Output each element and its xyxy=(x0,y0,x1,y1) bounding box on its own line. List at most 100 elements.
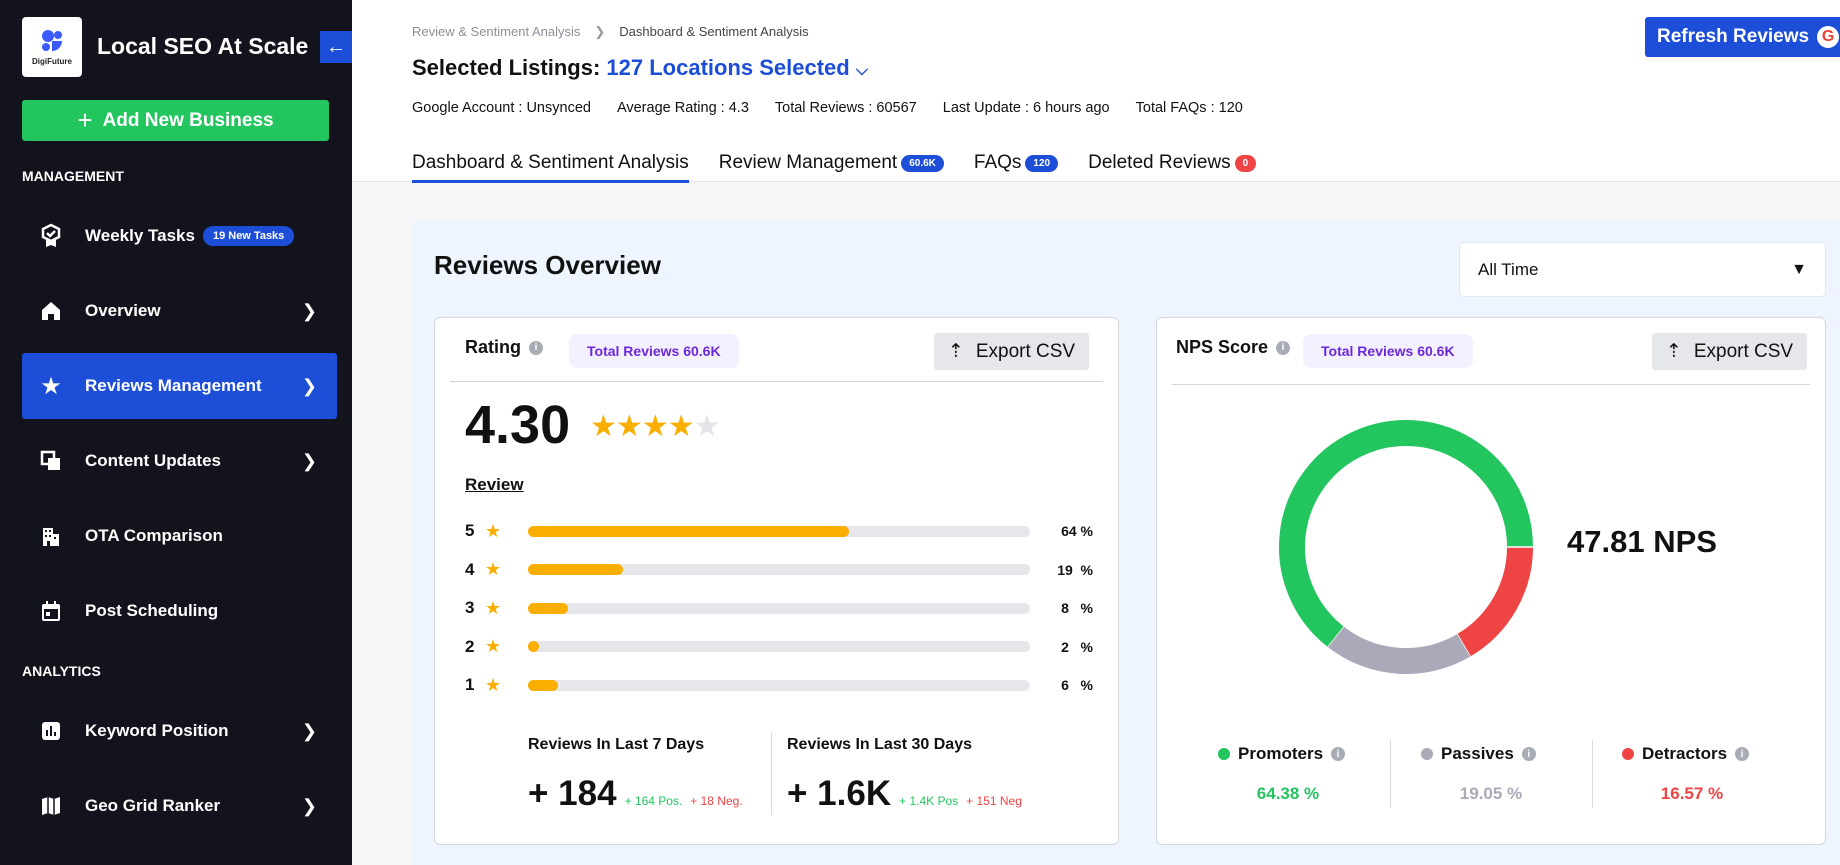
count-badge: 0 xyxy=(1234,154,1257,172)
review-link[interactable]: Review xyxy=(465,475,524,494)
star-icon: ★ xyxy=(485,674,502,695)
rating-bar-track xyxy=(528,679,1030,691)
sidebar-item-label: Keyword Position xyxy=(85,721,229,740)
tabs: Dashboard & Sentiment Analysis Review Ma… xyxy=(412,146,1257,183)
tab-label: Deleted Reviews xyxy=(1088,152,1231,173)
app-title: Local SEO At Scale xyxy=(97,33,309,59)
header xyxy=(352,0,1840,182)
sidebar-item-overview[interactable]: Overview ❯ xyxy=(22,278,337,344)
sidebar-item-label: Post Scheduling xyxy=(85,601,219,620)
export-csv-button[interactable]: ⇡ Export CSV xyxy=(1652,333,1807,370)
star-count: 1 xyxy=(465,675,475,694)
rating-bar-track xyxy=(528,641,1030,652)
total-faqs: Total FAQs : 120 xyxy=(1135,100,1243,116)
nps-donut-chart xyxy=(1279,420,1533,674)
export-csv-button[interactable]: ⇡ Export CSV xyxy=(934,333,1089,370)
chevron-right-icon: ❯ xyxy=(301,300,317,321)
period-select[interactable]: All Time ▼ xyxy=(1459,242,1826,297)
star-icon: ★ xyxy=(590,410,617,443)
last7-negative: + 18 Neg. xyxy=(690,794,743,808)
donut-segment-promoters[interactable] xyxy=(1279,420,1533,647)
rating-bar-fill xyxy=(528,641,539,652)
chevron-right-icon: ❯ xyxy=(594,24,606,39)
rating-row-5: 5 ★ 64 % xyxy=(465,519,1095,543)
legend-value: 19.05 % xyxy=(1459,784,1523,803)
total-reviews: Total Reviews : 60567 xyxy=(774,100,917,116)
locations-selector[interactable]: 127 Locations Selected ⌵ xyxy=(606,55,868,80)
nps-score: 47.81 NPS xyxy=(1567,524,1717,559)
nps-card xyxy=(1156,317,1826,845)
sidebar-item-content-updates[interactable]: Content Updates ❯ xyxy=(22,428,337,494)
section-analytics: ANALYTICS xyxy=(22,663,101,679)
rating-percent: 6 % xyxy=(1061,677,1093,693)
sidebar-item-weekly-tasks[interactable]: Weekly Tasks 19 New Tasks xyxy=(22,203,337,269)
legend-dot xyxy=(1421,748,1433,760)
legend-value: 64.38 % xyxy=(1256,784,1320,803)
info-icon[interactable]: i xyxy=(1331,747,1346,761)
rating-bar-fill xyxy=(528,602,569,614)
add-button-label: Add New Business xyxy=(102,109,274,131)
last7-positive: + 164 Pos. xyxy=(624,794,683,808)
rating-percent: 64 % xyxy=(1061,523,1093,539)
legend-passives: Passives i xyxy=(1421,744,1536,764)
section-management: MANAGEMENT xyxy=(22,168,124,184)
export-label: Export CSV xyxy=(1693,340,1794,362)
last7-stats: + 184 + 164 Pos. + 18 Neg. xyxy=(528,774,743,814)
sidebar-item-reviews-management[interactable]: ★ Reviews Management ❯ xyxy=(22,353,337,419)
info-icon[interactable]: i xyxy=(529,340,543,355)
collapse-sidebar-button[interactable]: ← xyxy=(320,31,352,63)
star-icon: ★ xyxy=(485,520,502,541)
section-title: Reviews Overview xyxy=(434,250,661,280)
refresh-reviews-button[interactable]: Refresh Reviews G xyxy=(1645,17,1840,57)
rating-row-4: 4 ★ 19 % xyxy=(465,558,1095,582)
info-icon[interactable]: i xyxy=(1276,340,1291,355)
last30-positive: + 1.4K Pos xyxy=(899,794,959,808)
listings-label: Selected Listings: xyxy=(412,55,601,80)
last7-title: Reviews In Last 7 Days xyxy=(528,736,705,753)
sidebar-item-geo-grid-ranker[interactable]: Geo Grid Ranker ❯ xyxy=(22,773,337,839)
sidebar-item-ota-comparison[interactable]: OTA Comparison xyxy=(22,503,337,569)
rating-bar-fill xyxy=(528,564,624,575)
sidebar-item-keyword-position[interactable]: Keyword Position ❯ xyxy=(22,698,337,764)
logo[interactable]: DigiFuture xyxy=(22,17,82,77)
rating-stars: ★★★★★ xyxy=(590,409,721,444)
donut-segment-passives[interactable] xyxy=(1327,626,1471,674)
nps-title: NPS Score i xyxy=(1176,337,1291,358)
legend-label: Promoters xyxy=(1238,744,1324,763)
sidebar-item-label: Geo Grid Ranker xyxy=(85,796,221,815)
legend-value: 16.57 % xyxy=(1660,784,1724,803)
divider xyxy=(1390,740,1391,808)
total-reviews-badge: Total Reviews 60.6K xyxy=(569,334,739,368)
sidebar-item-post-scheduling[interactable]: Post Scheduling xyxy=(22,578,337,644)
calendar-icon xyxy=(37,597,65,625)
account-info: Google Account : Unsynced Average Rating… xyxy=(412,100,1243,116)
sidebar-item-label: Weekly Tasks xyxy=(85,226,195,245)
rating-percent: 19 % xyxy=(1057,561,1093,578)
divider xyxy=(450,381,1103,382)
listings-value[interactable]: 127 Locations Selected xyxy=(606,55,850,80)
tab-review-management[interactable]: Review Management 60.6K xyxy=(719,146,944,180)
tab-label: Dashboard & Sentiment Analysis xyxy=(412,152,689,173)
info-icon[interactable]: i xyxy=(1735,747,1750,761)
star-icon: ★ xyxy=(693,410,721,443)
rating-row-3: 3 ★ 8 % xyxy=(465,596,1095,620)
breadcrumb-parent[interactable]: Review & Sentiment Analysis xyxy=(412,24,581,39)
add-new-business-button[interactable]: + Add New Business xyxy=(22,100,329,141)
chevron-down-icon[interactable]: ⌵ xyxy=(855,62,868,79)
donut-segment-detractors[interactable] xyxy=(1456,546,1533,657)
sidebar-item-label: Reviews Management xyxy=(85,376,262,395)
rating-percent: 8 % xyxy=(1061,600,1093,616)
star-icon: ★ xyxy=(667,410,695,443)
info-icon[interactable]: i xyxy=(1521,747,1536,761)
bar-chart-icon xyxy=(37,717,65,745)
tab-label: FAQs xyxy=(973,152,1022,173)
tab-faqs[interactable]: FAQs 120 xyxy=(973,146,1059,180)
average-rating: Average Rating : 4.3 xyxy=(616,100,749,116)
rating-bar-track xyxy=(528,564,1030,575)
selected-listings: Selected Listings: 127 Locations Selecte… xyxy=(412,55,868,81)
new-tasks-badge: 19 New Tasks xyxy=(202,226,295,246)
star-icon: ★ xyxy=(485,597,502,618)
tab-dashboard[interactable]: Dashboard & Sentiment Analysis xyxy=(412,146,689,183)
tab-deleted-reviews[interactable]: Deleted Reviews 0 xyxy=(1088,146,1257,180)
legend-detractors: Detractors i xyxy=(1622,744,1750,764)
